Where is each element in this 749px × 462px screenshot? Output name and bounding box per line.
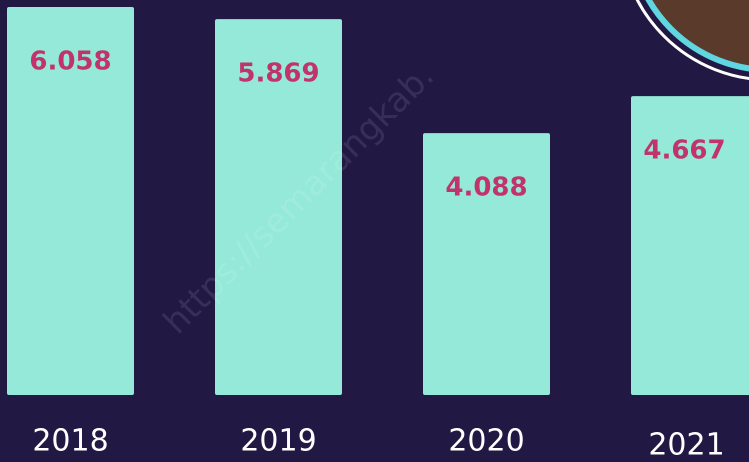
x-tick-label: 2019 [240, 424, 316, 459]
bar [631, 96, 749, 395]
photo-circle [645, 0, 749, 72]
value-label: 6.058 [29, 47, 111, 77]
x-tick-label: 2020 [448, 424, 524, 459]
value-label: 5.869 [237, 59, 319, 89]
x-tick-label: 2021 [648, 428, 724, 462]
x-tick-label: 2018 [32, 424, 108, 459]
bar [423, 133, 550, 396]
value-label: 4.667 [643, 136, 725, 166]
bars: 6.058 2018 5.869 2019 4.088 2020 4.667 2021 [7, 7, 749, 462]
bar [7, 7, 134, 395]
bar [215, 19, 342, 396]
value-label: 4.088 [445, 173, 527, 203]
